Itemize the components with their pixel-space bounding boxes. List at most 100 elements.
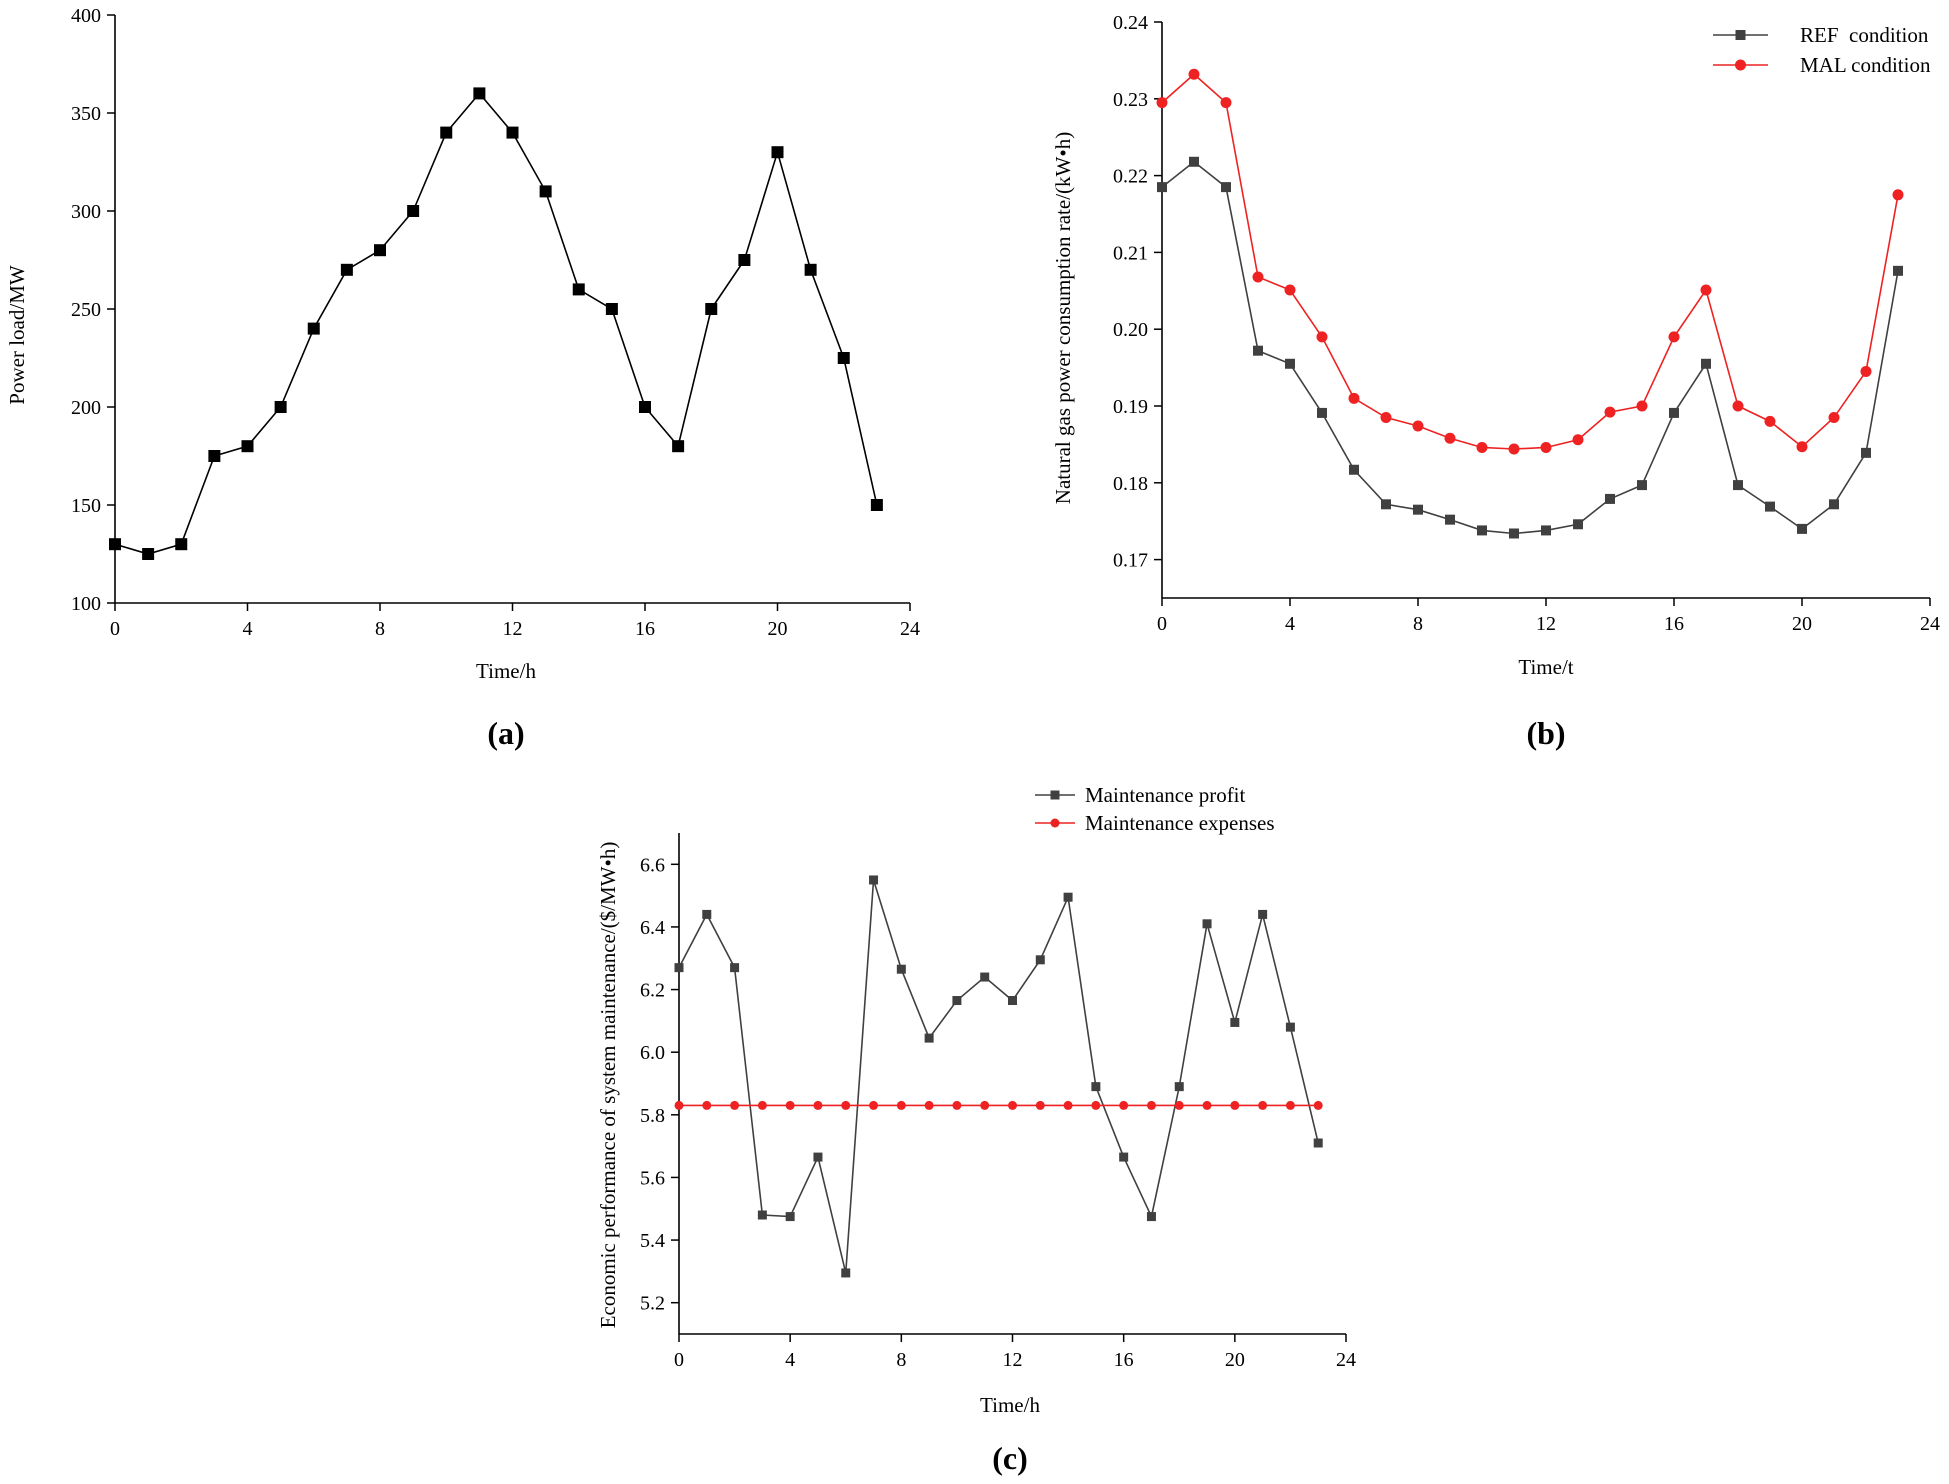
- panel-c-x-tick-label: 12: [1003, 1349, 1023, 1371]
- panel-c-series-1-point: [1035, 1100, 1045, 1110]
- panel-b-series-1-point: [1732, 400, 1744, 412]
- panel-a-y-tick-label: 400: [71, 5, 101, 27]
- panel-b-series-1-point: [1444, 432, 1456, 444]
- panel-c-legend-label-0: Maintenance profit: [1085, 783, 1246, 807]
- panel-c-series-0: [674, 875, 1323, 1278]
- panel-a-y-tick-label: 150: [71, 495, 101, 517]
- panel-a-series-0-point: [374, 244, 386, 257]
- panel-a-x-tick-label: 8: [375, 618, 385, 640]
- panel-c-y-tick-label: 5.8: [640, 1105, 665, 1127]
- panel-b-series-1: [1156, 68, 1904, 455]
- panel-b-series-1-point: [1796, 441, 1808, 453]
- panel-a-series-0-point: [639, 401, 651, 413]
- panel-b-y-tick-label: 0.24: [1113, 12, 1148, 34]
- panel-b-series-0-point: [1157, 182, 1167, 193]
- panel-c-series-1-point: [674, 1100, 684, 1110]
- panel-b-series-0-point: [1829, 499, 1839, 510]
- panel-b-x-tick-label: 16: [1664, 613, 1684, 635]
- panel-b-series-1-point: [1348, 392, 1360, 404]
- panel-c-series-0-point: [1091, 1082, 1101, 1092]
- panel-a-series-0-point: [837, 352, 850, 364]
- panel-b-xlabel: Time/t: [1518, 655, 1573, 679]
- panel-c-series-1-point: [702, 1100, 712, 1110]
- panel-a-label: (a): [487, 715, 524, 751]
- panel-a-series-0-point: [241, 440, 254, 453]
- panel-c-series-0-point: [730, 963, 740, 973]
- panel-c-legend: Maintenance profit Maintenance expenses: [1035, 783, 1275, 835]
- panel-c-y-tick-label: 6.0: [640, 1042, 665, 1064]
- panel-b-series-1-point: [1476, 441, 1488, 453]
- panel-c-x-tick-label: 8: [896, 1349, 906, 1371]
- panel-c-series-0-point: [1119, 1152, 1129, 1162]
- panel-c-series-1-point: [896, 1100, 906, 1110]
- panel-b-series-1-point: [1284, 284, 1296, 296]
- panel-b-ylabel: Natural gas power consumption rate/(kW•h…: [1051, 132, 1075, 504]
- panel-b-x-tick-label: 0: [1157, 613, 1167, 635]
- panel-c-y-tick-label: 5.6: [640, 1167, 665, 1189]
- panel-a-series-0-point: [142, 548, 155, 560]
- panel-c-series-0-point: [674, 963, 684, 973]
- panel-b-legend-marker-0: [1735, 30, 1746, 40]
- panel-c-label: (c): [992, 1440, 1028, 1476]
- panel-b-series-0-point: [1221, 182, 1231, 193]
- panel-c-series-1-point: [785, 1100, 795, 1110]
- chart-panel-a: Power load/MW Time/h (a) 0 4 8 12 16 20 24 100 1…: [5, 5, 920, 751]
- panel-b-series-1-point: [1508, 443, 1520, 455]
- panel-b-series-0-point: [1701, 358, 1711, 369]
- panel-a-series-0-point: [572, 283, 585, 296]
- panel-c-series-0-point: [1174, 1082, 1184, 1092]
- panel-c-y-tick-label: 6.2: [640, 980, 665, 1002]
- panel-c-series-1-point: [1202, 1100, 1212, 1110]
- panel-b-series-0-point: [1285, 358, 1295, 369]
- panel-a-series-0-point: [274, 401, 287, 413]
- panel-c-series-0-point: [896, 964, 906, 974]
- panel-c-series-0-point: [980, 972, 990, 982]
- panel-a-series-0-point: [440, 126, 453, 139]
- panel-c-series-0-point: [785, 1212, 795, 1222]
- panel-a-ylabel: Power load/MW: [5, 265, 29, 405]
- panel-b-series-0-point: [1189, 156, 1199, 167]
- panel-a-series-0-point: [109, 538, 121, 551]
- panel-b-legend-marker-1: [1735, 59, 1746, 71]
- panel-b-x-tick-label: 4: [1285, 613, 1295, 635]
- panel-c-series-0-point: [952, 996, 962, 1006]
- panel-a-x-tick-label: 12: [503, 618, 523, 640]
- panel-b-series-1-point: [1604, 406, 1616, 418]
- panel-c-x-tick-label: 4: [785, 1349, 795, 1371]
- panel-b-legend: REF condition MAL condition: [1713, 23, 1931, 77]
- panel-c-series-1-point: [757, 1100, 767, 1110]
- panel-b-series-0-point: [1797, 523, 1807, 534]
- panel-a-series-0-point: [407, 205, 420, 217]
- panel-b-series-0-point: [1765, 501, 1775, 512]
- panel-c-series-1-point: [1258, 1100, 1268, 1110]
- panel-c-series-0-point: [702, 909, 712, 919]
- panel-a-y-tick-label: 250: [71, 299, 101, 321]
- panel-c-series-0-line: [678, 879, 1319, 1274]
- panel-b-series-1-point: [1220, 97, 1232, 109]
- panel-a-xlabel: Time/h: [476, 659, 536, 683]
- panel-b-series-0-line: [1161, 160, 1899, 535]
- panel-b-y-tick-label: 0.21: [1113, 242, 1148, 264]
- panel-b-series-0-point: [1477, 525, 1487, 536]
- panel-b-legend-label-0: REF condition: [1800, 23, 1929, 47]
- panel-c-series-0-point: [1063, 892, 1073, 902]
- panel-b-series-0-point: [1317, 407, 1327, 418]
- panel-b-y-tick-label: 0.22: [1113, 166, 1148, 188]
- panel-b-y-tick-label: 0.18: [1113, 473, 1148, 495]
- panel-a-series-0: [109, 87, 883, 560]
- panel-b-series-0-point: [1573, 519, 1583, 530]
- panel-b-series-1-point: [1252, 271, 1264, 283]
- panel-c-series-1-point: [1230, 1100, 1240, 1110]
- panel-a-series-0-point: [738, 254, 751, 266]
- panel-b-series-1-point: [1700, 284, 1712, 296]
- panel-b-series-1-point: [1892, 189, 1904, 201]
- panel-a-series-0-point: [506, 126, 519, 139]
- panel-a-series-0-point: [705, 303, 718, 315]
- chart-panel-b: Natural gas power consumption rate/(kW•h…: [1051, 12, 1940, 751]
- panel-a-series-0-point: [605, 303, 618, 315]
- panel-c-series-0-point: [1258, 909, 1268, 919]
- panel-b-series-0-point: [1445, 514, 1455, 525]
- panel-a-x-tick-label: 4: [243, 618, 253, 640]
- panel-c-series-1-point: [952, 1100, 962, 1110]
